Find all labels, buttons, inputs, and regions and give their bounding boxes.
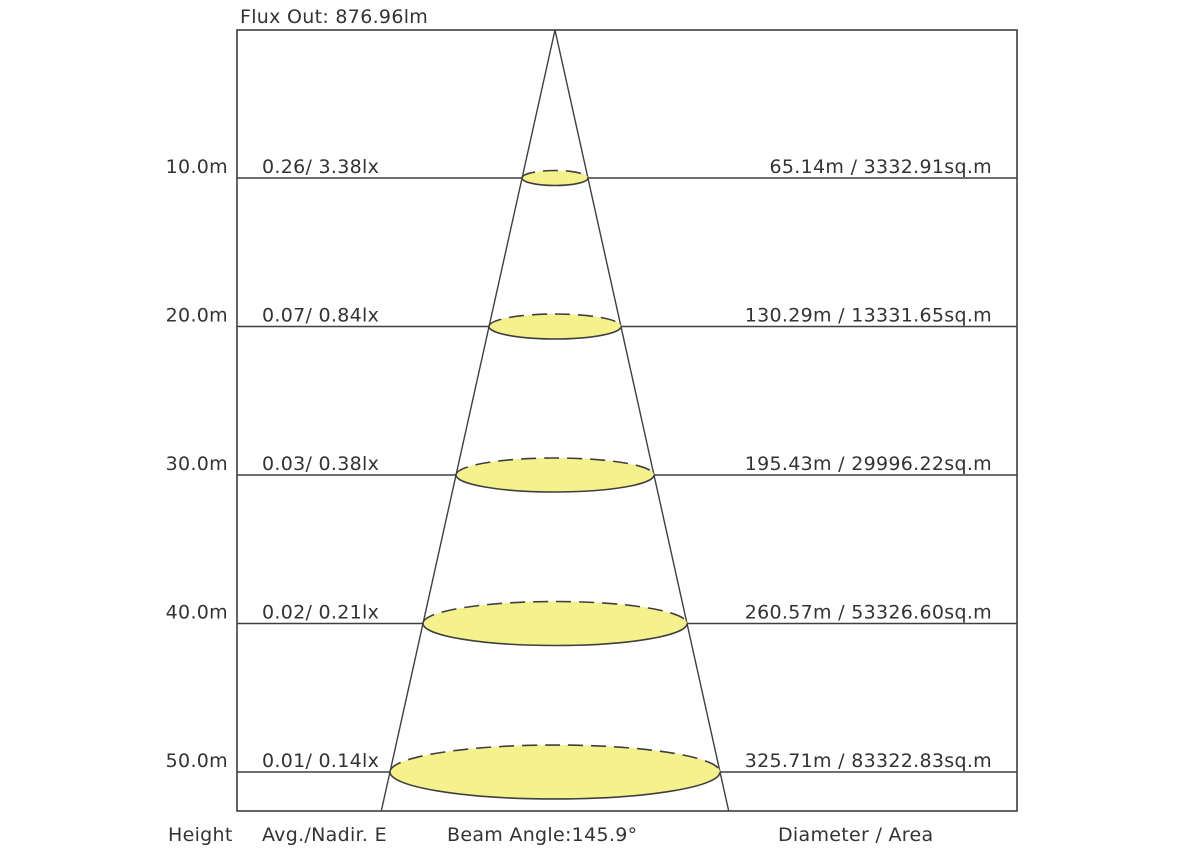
footer-height-label: Height — [168, 824, 233, 846]
footer-avg-nadir-label: Avg./Nadir. E — [262, 824, 387, 846]
height-label-20m: 20.0m — [166, 305, 228, 327]
beam-cone-right-edge — [554, 29, 730, 812]
flux-out-label: Flux Out: 876.96lm — [240, 6, 428, 28]
diameter-area-value-20m: 130.29m / 13331.65sq.m — [745, 305, 992, 327]
beam-spot-ellipse-10m — [521, 169, 589, 187]
avg-nadir-value-30m: 0.03/ 0.38lx — [262, 453, 379, 475]
avg-nadir-value-50m: 0.01/ 0.14lx — [262, 750, 379, 772]
beam-spot-ellipse-40m — [422, 600, 688, 647]
beam-spot-ellipse-50m — [389, 744, 721, 800]
height-label-40m: 40.0m — [166, 602, 228, 624]
beam-spot-ellipse-20m — [488, 313, 622, 340]
height-label-30m: 30.0m — [166, 453, 228, 475]
height-label-10m: 10.0m — [166, 156, 228, 178]
avg-nadir-value-40m: 0.02/ 0.21lx — [262, 602, 379, 624]
diameter-area-value-50m: 325.71m / 83322.83sq.m — [745, 750, 992, 772]
avg-nadir-value-10m: 0.26/ 3.38lx — [262, 156, 379, 178]
beam-cone-left-edge — [380, 29, 556, 812]
footer-beam-angle-label: Beam Angle:145.9° — [447, 824, 637, 846]
diameter-area-value-10m: 65.14m / 3332.91sq.m — [770, 156, 992, 178]
diameter-area-value-40m: 260.57m / 53326.60sq.m — [745, 602, 992, 624]
diameter-area-value-30m: 195.43m / 29996.22sq.m — [745, 453, 992, 475]
footer-diameter-area-label: Diameter / Area — [778, 824, 933, 846]
beam-spot-ellipse-30m — [455, 457, 655, 493]
diagram-frame — [236, 29, 1018, 812]
avg-nadir-value-20m: 0.07/ 0.84lx — [262, 305, 379, 327]
height-label-50m: 50.0m — [166, 750, 228, 772]
